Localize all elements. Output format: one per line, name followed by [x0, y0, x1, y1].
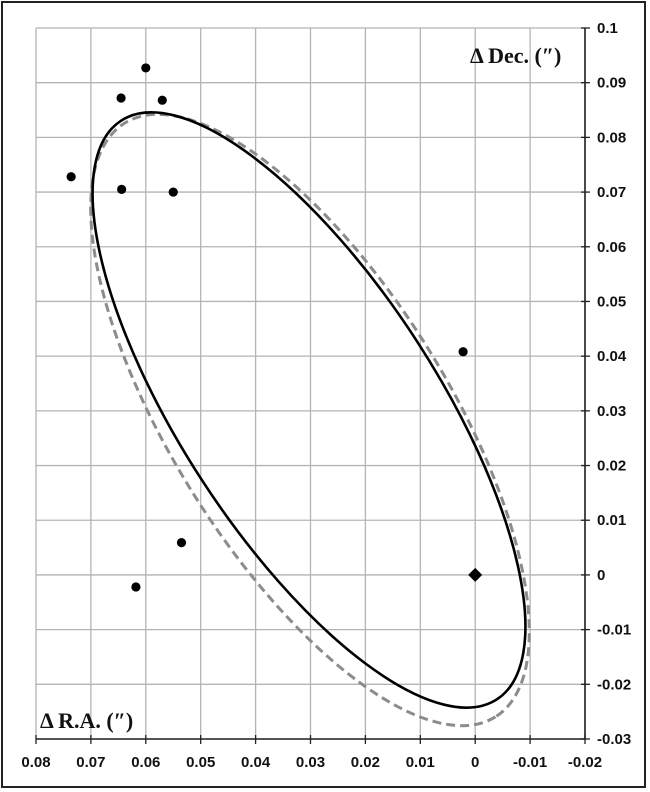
x-tick-label: -0.02	[568, 754, 602, 771]
x-tick-label: 0.02	[351, 754, 380, 771]
x-axis-title: Δ R.A. (″)	[40, 708, 133, 733]
y-tick-label: 0.02	[597, 458, 626, 475]
y-tick-label: -0.01	[597, 622, 631, 639]
x-tick-label: -0.01	[513, 754, 547, 771]
y-tick-label: 0.09	[597, 75, 626, 92]
y-tick-label: -0.03	[597, 731, 631, 748]
x-tick-label: 0.08	[21, 754, 50, 771]
data-points	[66, 63, 483, 592]
y-tick-label: 0.05	[597, 293, 626, 310]
diamond-marker	[468, 567, 483, 582]
x-tick-label: 0.03	[296, 754, 325, 771]
circle-marker	[157, 95, 167, 105]
x-tick-label: 0.05	[186, 754, 215, 771]
circle-marker	[66, 172, 76, 182]
x-tick-label: 0.04	[241, 754, 271, 771]
y-tick-label: 0.01	[597, 512, 626, 529]
y-tick-label: 0.07	[597, 184, 626, 201]
y-tick-label: 0.03	[597, 403, 626, 420]
solid-orbit-ellipse	[91, 111, 527, 709]
x-tick-label: 0.06	[131, 754, 160, 771]
y-tick-label: 0.06	[597, 239, 626, 256]
x-tick-label: 0.07	[76, 754, 105, 771]
x-tick-label: 0	[471, 754, 479, 771]
y-axis-title: Δ Dec. (″)	[470, 43, 561, 68]
circle-marker	[141, 63, 151, 73]
y-tick-label: 0.1	[597, 20, 618, 37]
circle-marker	[131, 582, 141, 592]
grid-lines	[35, 27, 586, 740]
circle-marker	[458, 347, 468, 357]
y-tick-label: 0	[597, 567, 605, 584]
y-tick-label: 0.08	[597, 129, 626, 146]
dashed-orbit-ellipse	[89, 112, 531, 728]
axes	[35, 27, 590, 744]
circle-marker	[116, 93, 126, 103]
orbit-ellipses	[89, 111, 531, 728]
y-tick-label: 0.04	[597, 348, 627, 365]
tick-labels: 0.08 0.07 0.06 0.05 0.04 0.03 0.02 0.01 0 -0.01 -0…	[21, 20, 631, 771]
circle-marker	[117, 184, 127, 194]
y-tick-label: -0.02	[597, 676, 631, 693]
circle-marker	[176, 538, 187, 548]
circle-marker	[168, 187, 178, 197]
x-tick-label: 0.01	[406, 754, 435, 771]
